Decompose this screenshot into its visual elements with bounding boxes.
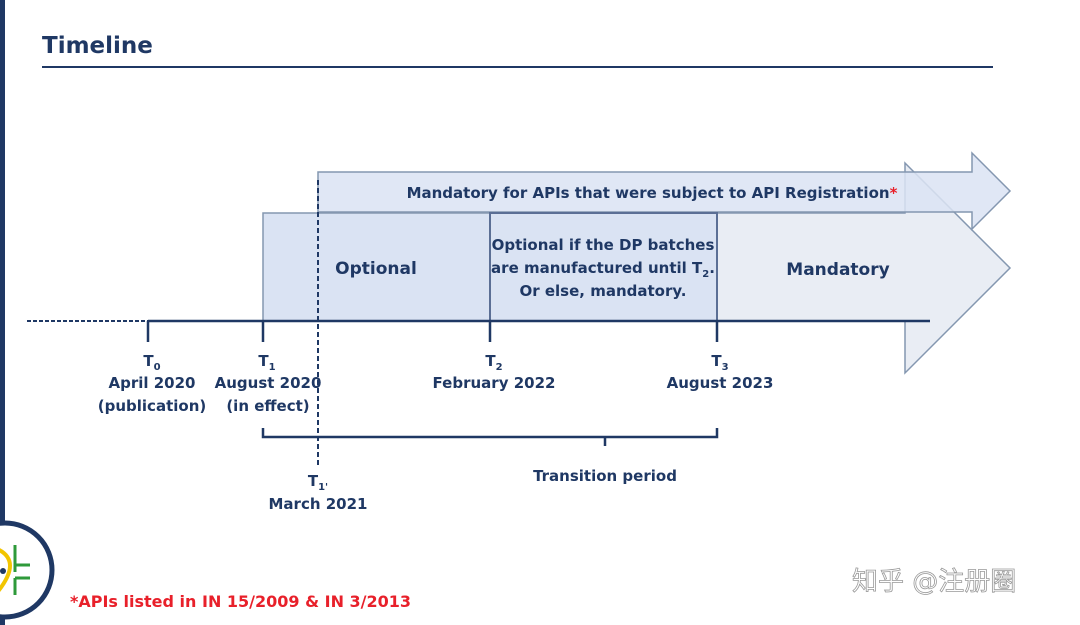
- conditional-line-3: Or else, mandatory.: [520, 282, 687, 300]
- conditional-phase: [489, 212, 718, 322]
- transition-label: Transition period: [533, 467, 677, 485]
- agency-logo: [0, 520, 55, 620]
- t3-label: T3: [711, 352, 728, 373]
- conditional-line-2: are manufactured until T2.: [491, 259, 715, 280]
- t0-label: T0: [143, 352, 160, 373]
- t1-date: August 2020: [215, 374, 322, 392]
- conditional-line-1: Optional if the DP batches: [492, 236, 715, 254]
- watermark: 知乎 @注册圈: [852, 567, 1016, 597]
- t1-prime-label: T1': [308, 472, 328, 493]
- transition-bracket: [261, 428, 719, 446]
- t0-date: April 2020: [109, 374, 196, 392]
- optional-label: Optional: [335, 259, 417, 279]
- mandatory-label: Mandatory: [786, 260, 889, 280]
- t1-prime-date: March 2021: [269, 495, 368, 513]
- t1-label: T1: [258, 352, 275, 373]
- page-title: Timeline: [42, 33, 153, 59]
- registration-arrow: [317, 151, 1012, 231]
- footnote: *APIs listed in IN 15/2009 & IN 3/2013: [70, 592, 411, 611]
- registration-label: Mandatory for APIs that were subject to …: [407, 184, 898, 202]
- t2-label: T2: [485, 352, 502, 373]
- t0-note: (publication): [98, 397, 206, 415]
- t2-date: February 2022: [433, 374, 556, 392]
- t1-note: (in effect): [226, 397, 309, 415]
- left-border: [0, 0, 5, 625]
- t3-date: August 2023: [667, 374, 774, 392]
